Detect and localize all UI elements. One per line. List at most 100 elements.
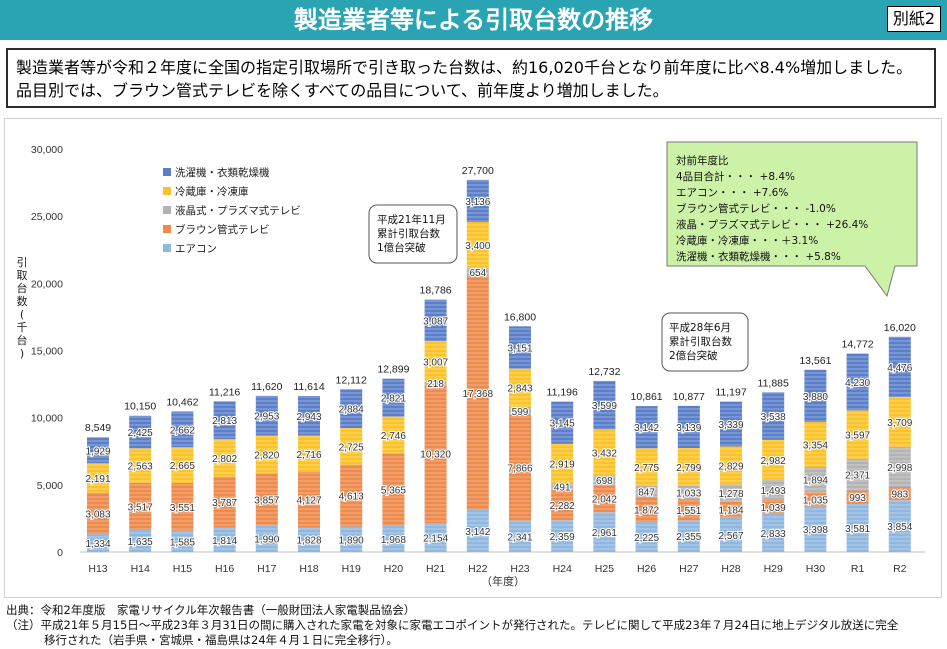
bar-value-label: 4,230	[845, 378, 870, 389]
bar-value-label: 2,919	[550, 459, 575, 470]
bar-segment-texture	[466, 276, 489, 510]
bar-segment-texture	[171, 530, 194, 552]
bar-segment-texture	[340, 464, 363, 527]
bar-segment-texture	[255, 525, 278, 552]
bar-value-label: 3,854	[887, 522, 912, 533]
x-tick-label: H15	[173, 563, 192, 575]
bar-value-label: 218	[427, 379, 444, 390]
bar-segment-texture	[804, 369, 827, 422]
yoy-callout-line: エアコン・・・ +7.6%	[676, 187, 788, 199]
bar-segment-texture	[509, 326, 531, 369]
bar-value-label: 2,813	[212, 416, 237, 427]
bar-value-label: 2,371	[845, 471, 870, 482]
callout-h21-line: 平成21年11月	[377, 213, 446, 226]
bar-segment-texture	[593, 512, 616, 552]
yoy-callout-line: 対前年度比	[676, 154, 729, 167]
bar-value-label: 4,476	[887, 363, 912, 374]
bar-value-label: 4,613	[339, 492, 364, 503]
bar-segment-texture	[677, 499, 700, 521]
x-tick-label: H13	[88, 563, 107, 575]
legend-swatch	[163, 244, 171, 252]
bar-value-label: 1,814	[212, 536, 237, 547]
bar-value-label: 3,880	[803, 392, 828, 403]
bar-total-label: 11,196	[547, 387, 578, 399]
y-tick-label: 10,000	[31, 413, 63, 425]
bar-segment-texture	[129, 482, 152, 531]
bar-segment-texture	[593, 380, 616, 430]
bar-value-label: 3,142	[465, 527, 490, 538]
bar-value-label: 2,884	[339, 405, 364, 416]
bar-segment-texture	[382, 525, 405, 552]
bar-segment-texture	[129, 530, 152, 552]
bar-segment-texture	[340, 526, 363, 552]
bar-segment-texture	[382, 378, 405, 417]
bar-segment-texture	[635, 448, 658, 486]
bar-value-label: 1,035	[803, 495, 828, 506]
bar-segment-texture	[846, 353, 869, 411]
bar-segment-texture	[677, 405, 700, 449]
bar-total-label: 12,732	[588, 366, 620, 378]
callout-h28-box	[661, 312, 749, 372]
x-tick-label: H24	[553, 563, 572, 575]
bar-value-label: 5,365	[381, 486, 406, 497]
callout-h28-line: 累計引取台数	[669, 335, 732, 348]
x-tick-label: H20	[384, 563, 403, 575]
bar-value-label: 3,857	[254, 495, 279, 506]
bar-segment-texture	[424, 381, 447, 385]
bar-total-label: 13,561	[799, 355, 831, 367]
bar-value-label: 2,799	[676, 463, 701, 474]
x-tick-label: H27	[679, 563, 698, 575]
bar-segment-texture	[298, 527, 320, 552]
yoy-callout-line: 洗濯機・衣類乾燥機・・・ +5.8%	[676, 250, 841, 263]
legend-swatch	[163, 225, 171, 233]
bar-segment-texture	[213, 401, 236, 440]
footnote-1: （注）平成21年５月15日～平成23年３月31日の間に購入された家電を対象に家電…	[6, 618, 899, 632]
title-bar	[0, 0, 947, 40]
bar-total-label: 16,020	[884, 322, 916, 334]
x-tick-label: H28	[721, 563, 740, 575]
page-title: 製造業者等による引取台数の推移	[293, 6, 654, 34]
bar-value-label: 2,425	[128, 428, 153, 439]
bar-value-label: 2,998	[887, 463, 912, 474]
yoy-callout-bubble	[666, 141, 918, 298]
x-tick-label: H23	[510, 563, 529, 575]
bar-total-label: 27,700	[462, 165, 494, 177]
bar-value-label: 983	[891, 490, 908, 501]
bar-segment-texture	[298, 472, 320, 528]
bar-segment-texture	[593, 475, 616, 485]
bar-segment-texture	[635, 522, 658, 552]
bar-segment-texture	[509, 520, 531, 552]
callout-h28-line: 平成28年6月	[669, 321, 731, 334]
bar-segment-texture	[635, 485, 658, 497]
bar-value-label: 1,635	[128, 537, 153, 548]
bar-segment-texture	[424, 384, 447, 524]
bar-value-label: 3,087	[423, 316, 448, 327]
bar-value-label: 3,145	[550, 419, 575, 430]
bar-segment-texture	[87, 492, 109, 535]
bar-segment-texture	[213, 527, 236, 552]
bar-segment-texture	[129, 415, 152, 449]
bar-segment-texture	[509, 414, 531, 521]
bar-value-label: 3,517	[128, 502, 153, 513]
bar-value-label: 2,821	[381, 394, 406, 405]
bar-segment-texture	[551, 483, 574, 490]
bar-value-label: 993	[849, 493, 866, 504]
bar-segment-texture	[213, 439, 236, 477]
bar-value-label: 2,961	[592, 528, 617, 539]
bar-segment-texture	[888, 487, 911, 501]
bar-value-label: 1,990	[254, 535, 279, 546]
legend-label: エアコン	[175, 243, 217, 255]
bar-segment-texture	[382, 453, 405, 526]
bar-value-label: 3,139	[676, 423, 701, 434]
x-tick-label: R2	[893, 563, 907, 575]
bar-segment-texture	[804, 492, 827, 507]
legend-label: 液晶式・プラズマ式テレビ	[175, 204, 301, 217]
bar-value-label: 2,191	[85, 474, 110, 485]
bar-segment-texture	[87, 534, 109, 552]
bar-value-label: 3,142	[634, 423, 659, 434]
yoy-callout-line: ブラウン管式テレビ・・・ -1.0%	[676, 202, 836, 215]
bar-value-label: 2,746	[381, 431, 406, 442]
footnote-2: 移行された（岩手県・宮城県・福島県は24年４月１日に完全移行）。	[44, 633, 398, 647]
bar-value-label: 2,341	[507, 532, 532, 543]
bar-value-label: 3,709	[887, 418, 912, 429]
